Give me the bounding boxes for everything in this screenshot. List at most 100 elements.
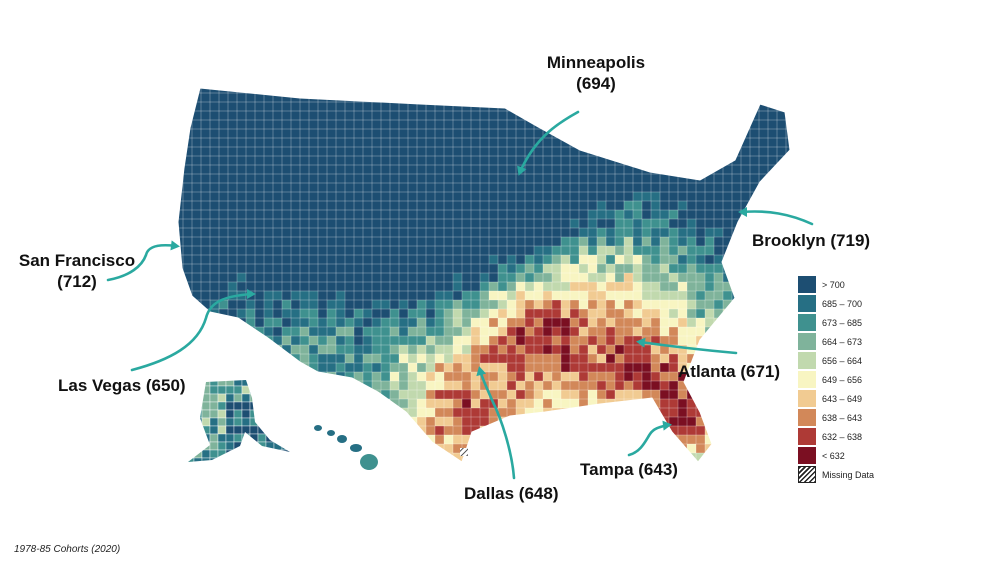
county-cell	[750, 183, 759, 192]
county-cell	[741, 291, 750, 300]
county-cell	[237, 165, 246, 174]
county-cell	[777, 156, 786, 165]
county-cell	[579, 282, 588, 291]
county-cell	[219, 345, 228, 354]
county-cell	[525, 435, 534, 444]
county-cell	[183, 417, 192, 426]
county-cell	[183, 318, 192, 327]
county-cell	[228, 219, 237, 228]
county-cell	[217, 385, 227, 395]
county-cell	[426, 210, 435, 219]
county-cell	[318, 129, 327, 138]
county-cell	[273, 417, 283, 427]
county-cell	[588, 327, 597, 336]
county-cell	[289, 409, 290, 419]
hawaii-island	[360, 454, 378, 470]
county-cell	[327, 381, 336, 390]
county-cell	[327, 129, 336, 138]
county-cell	[345, 381, 354, 390]
county-cell	[759, 156, 768, 165]
county-cell	[750, 336, 759, 345]
county-cell	[597, 444, 606, 453]
county-cell	[281, 449, 290, 459]
county-cell	[480, 174, 489, 183]
county-cell	[561, 426, 570, 435]
county-cell	[498, 264, 507, 273]
county-cell	[417, 345, 426, 354]
county-cell	[408, 138, 417, 147]
legend-swatch	[798, 352, 816, 369]
county-cell	[633, 201, 642, 210]
county-cell	[669, 147, 678, 156]
county-cell	[462, 318, 471, 327]
county-cell	[732, 309, 741, 318]
county-cell	[516, 282, 525, 291]
county-cell	[192, 345, 201, 354]
county-cell	[246, 318, 255, 327]
arrow-dallas	[478, 368, 516, 480]
county-cell	[363, 354, 372, 363]
county-cell	[225, 433, 235, 443]
county-cell	[228, 264, 237, 273]
county-cell	[606, 426, 615, 435]
county-cell	[588, 174, 597, 183]
county-cell	[453, 417, 462, 426]
county-cell	[408, 345, 417, 354]
county-cell	[228, 453, 237, 462]
county-cell	[309, 219, 318, 228]
county-cell	[273, 363, 282, 372]
county-cell	[678, 219, 687, 228]
county-cell	[480, 399, 489, 408]
county-cell	[354, 426, 363, 435]
county-cell	[264, 462, 273, 471]
county-cell	[264, 255, 273, 264]
county-cell	[264, 174, 273, 183]
county-cell	[192, 264, 201, 273]
county-cell	[444, 219, 453, 228]
county-cell	[228, 345, 237, 354]
county-cell	[516, 291, 525, 300]
county-cell	[570, 147, 579, 156]
county-cell	[507, 345, 516, 354]
county-cell	[233, 409, 243, 419]
county-cell	[309, 264, 318, 273]
arrow-tampa	[627, 423, 670, 457]
county-cell	[249, 457, 259, 462]
county-cell	[462, 381, 471, 390]
county-cell	[228, 462, 237, 471]
county-cell	[381, 219, 390, 228]
county-cell	[498, 327, 507, 336]
county-cell	[336, 183, 345, 192]
county-cell	[246, 372, 255, 381]
county-cell	[318, 435, 327, 444]
county-cell	[660, 138, 669, 147]
county-cell	[660, 390, 669, 399]
county-cell	[201, 120, 210, 129]
county-cell	[282, 300, 291, 309]
county-cell	[687, 273, 696, 282]
county-cell	[183, 246, 192, 255]
county-cell	[264, 399, 273, 408]
county-cell	[525, 408, 534, 417]
county-cell	[209, 401, 219, 411]
county-cell	[381, 228, 390, 237]
county-cell	[678, 417, 687, 426]
county-cell	[219, 111, 228, 120]
county-cell	[381, 255, 390, 264]
county-cell	[408, 93, 417, 102]
county-cell	[597, 156, 606, 165]
county-cell	[381, 201, 390, 210]
county-cell	[408, 183, 417, 192]
county-cell	[462, 192, 471, 201]
county-cell	[381, 111, 390, 120]
county-cell	[390, 435, 399, 444]
county-cell	[480, 426, 489, 435]
county-cell	[471, 273, 480, 282]
county-cell	[534, 264, 543, 273]
county-cell	[300, 210, 309, 219]
county-cell	[615, 210, 624, 219]
county-cell	[399, 399, 408, 408]
county-cell	[543, 165, 552, 174]
county-cell	[255, 138, 264, 147]
county-cell	[273, 210, 282, 219]
